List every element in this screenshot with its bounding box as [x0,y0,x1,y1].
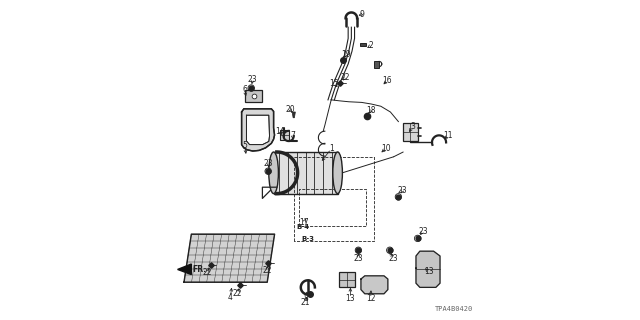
Ellipse shape [333,152,342,194]
Text: 13: 13 [424,268,434,276]
Bar [360,43,366,46]
Polygon shape [242,109,275,151]
Text: 23: 23 [397,186,408,195]
Text: 22: 22 [262,266,272,275]
Text: 23: 23 [418,227,428,236]
Bar [403,123,418,141]
Text: 16: 16 [382,76,392,85]
Text: 10: 10 [381,144,390,153]
Text: 9: 9 [360,10,365,19]
Text: 18: 18 [367,106,376,115]
Text: 21: 21 [301,298,310,307]
Polygon shape [292,112,296,118]
Bar [245,90,262,102]
Text: TPA4B0420: TPA4B0420 [435,306,474,312]
Polygon shape [184,234,275,282]
Text: 12: 12 [366,294,375,303]
Polygon shape [246,115,269,145]
Text: 23: 23 [248,75,258,84]
Text: 23: 23 [353,254,364,263]
Text: 4: 4 [228,293,233,302]
Ellipse shape [269,152,278,194]
Text: 20: 20 [285,105,295,114]
Text: 2: 2 [368,41,373,50]
Polygon shape [361,276,388,294]
Text: 1: 1 [329,144,333,153]
Text: 19: 19 [341,50,351,59]
Bar [339,272,355,287]
Text: 3: 3 [410,122,415,131]
Text: 6: 6 [243,85,247,94]
Bar [274,152,338,194]
Text: FR.: FR. [193,265,207,274]
Text: 11: 11 [444,132,452,140]
Bar [374,61,379,68]
Polygon shape [416,251,440,287]
Text: 22: 22 [233,289,242,298]
Text: 23: 23 [388,254,398,263]
Text: 15: 15 [330,79,339,88]
Bar [280,130,289,140]
Text: 23: 23 [264,159,274,168]
Text: B-4: B-4 [297,224,310,229]
Text: 7: 7 [291,132,295,140]
Text: B-3: B-3 [301,236,314,242]
Text: 17: 17 [299,218,309,227]
Text: 22: 22 [341,73,350,82]
Polygon shape [178,264,191,275]
Text: 14: 14 [275,127,285,136]
Text: 22: 22 [203,268,212,277]
Text: 8: 8 [303,294,308,303]
Text: 5: 5 [243,141,247,150]
Text: 13: 13 [346,294,355,303]
